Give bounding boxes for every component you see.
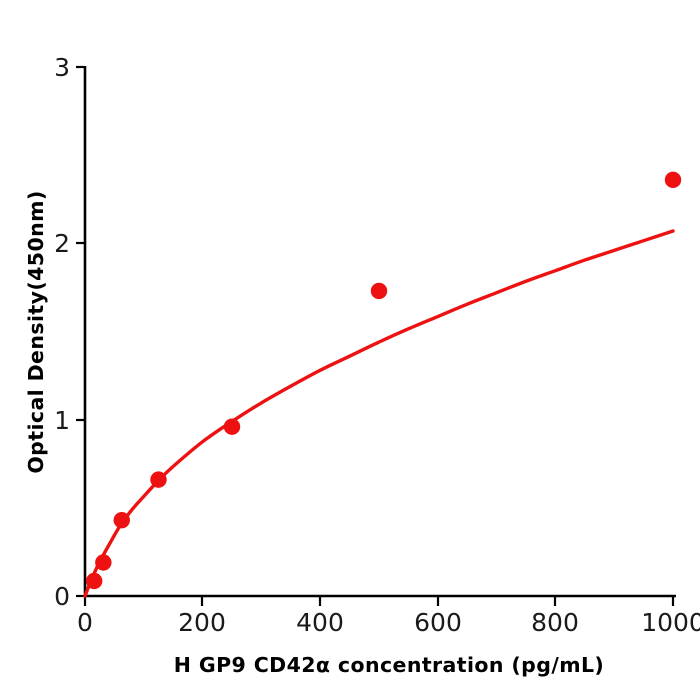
data-points-group [85,171,682,590]
x-axis-ticks: 0 200 400 600 800 1000 [77,596,700,637]
data-point [150,471,167,488]
data-point [664,171,682,189]
x-tick-label-200: 200 [178,608,226,637]
x-axis-title: H GP9 CD42α concentration (pg/mL) [174,653,604,677]
x-tick-label-0: 0 [77,608,93,637]
x-tick-label-400: 400 [296,608,344,637]
y-tick-label-2: 2 [54,229,70,258]
x-tick-label-1000: 1000 [641,608,700,637]
x-tick-label-800: 800 [531,608,579,637]
y-tick-label-0: 0 [54,582,70,611]
data-point [95,554,112,571]
data-point [85,572,103,590]
y-tick-label-3: 3 [54,53,70,82]
standard-curve [83,229,675,598]
y-tick-label-1: 1 [54,406,70,435]
x-tick-label-600: 600 [414,608,462,637]
y-axis-title: Optical Density(450nm) [24,190,48,473]
data-point [370,282,388,300]
data-point [113,511,130,529]
data-point [223,418,241,435]
